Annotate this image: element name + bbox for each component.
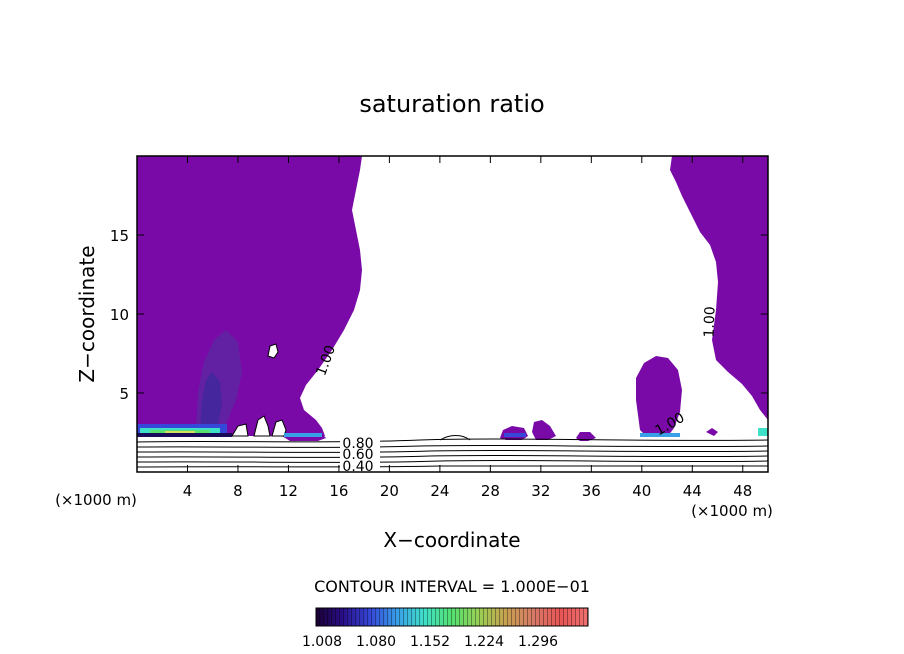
x-tick-label-16: 16	[329, 482, 348, 500]
chart-title: saturation ratio	[359, 90, 544, 118]
x-tick-label-24: 24	[430, 482, 449, 500]
contour-label-0-60: 0.60	[342, 447, 373, 463]
surface-band-yellow-left	[165, 431, 195, 433]
x-tick-label-8: 8	[233, 482, 243, 500]
surface-spot-4	[758, 428, 768, 436]
subsaturated-hole-4	[271, 419, 287, 437]
colorbar-label-4: 1.296	[518, 634, 558, 650]
colorbar-labels: 1.008 1.080 1.152 1.224 1.296	[302, 634, 558, 650]
x-tick-label-28: 28	[481, 482, 500, 500]
x-tick-label-20: 20	[380, 482, 399, 500]
saturated-patch-low-3	[576, 432, 596, 441]
saturated-patch-low-2	[532, 420, 556, 440]
surface-band-dark-left	[137, 433, 232, 437]
saturated-region-left	[137, 156, 362, 436]
colorbar-label-0: 1.008	[302, 634, 342, 650]
colorbar-label-1: 1.080	[356, 634, 396, 650]
subsaturated-hole-1	[267, 343, 279, 359]
contour-label-0-40: 0.40	[342, 459, 373, 475]
contour-label-1-00-right: 1.00	[701, 306, 718, 338]
x-tick-label-48: 48	[733, 482, 752, 500]
x-axis: 4 8 12 16 20 24 28 32 36 40 44 48	[183, 156, 752, 500]
x-tick-label-36: 36	[582, 482, 601, 500]
colorbar-label-2: 1.152	[410, 634, 450, 650]
x-tick-label-44: 44	[683, 482, 702, 500]
y-tick-label-5: 5	[119, 385, 129, 403]
inner-plume-darker	[200, 372, 222, 436]
contour-bump	[439, 435, 471, 441]
contour-lines-lower	[137, 438, 768, 468]
x-unit-label-right: (×1000 m)	[691, 502, 773, 520]
y-axis-label: Z−coordinate	[75, 245, 99, 382]
colorbar-label-3: 1.224	[464, 634, 504, 650]
saturated-region-right	[670, 156, 768, 420]
x-axis-label: X−coordinate	[383, 528, 520, 552]
contour-label-0-80: 0.80	[342, 436, 373, 452]
y-axis: 5 10 15	[110, 227, 768, 403]
contour-interval-text: CONTOUR INTERVAL = 1.000E−01	[314, 577, 590, 596]
surface-spot-2	[504, 433, 526, 437]
y-tick-label-15: 15	[110, 227, 129, 245]
surface-spot-1	[284, 433, 322, 437]
saturated-patch-low-5	[706, 428, 718, 436]
x-tick-label-32: 32	[531, 482, 550, 500]
x-tick-label-40: 40	[632, 482, 651, 500]
x-tick-label-12: 12	[279, 482, 298, 500]
plot-area	[137, 156, 768, 472]
saturated-blob-x41	[636, 356, 682, 436]
x-tick-label-4: 4	[183, 482, 193, 500]
y-tick-label-10: 10	[110, 306, 129, 324]
surface-spot-3	[640, 433, 680, 437]
x-unit-label-left: (×1000 m)	[55, 491, 137, 509]
subsaturated-hole-2	[231, 423, 249, 437]
subsaturated-hole-3	[253, 415, 271, 437]
